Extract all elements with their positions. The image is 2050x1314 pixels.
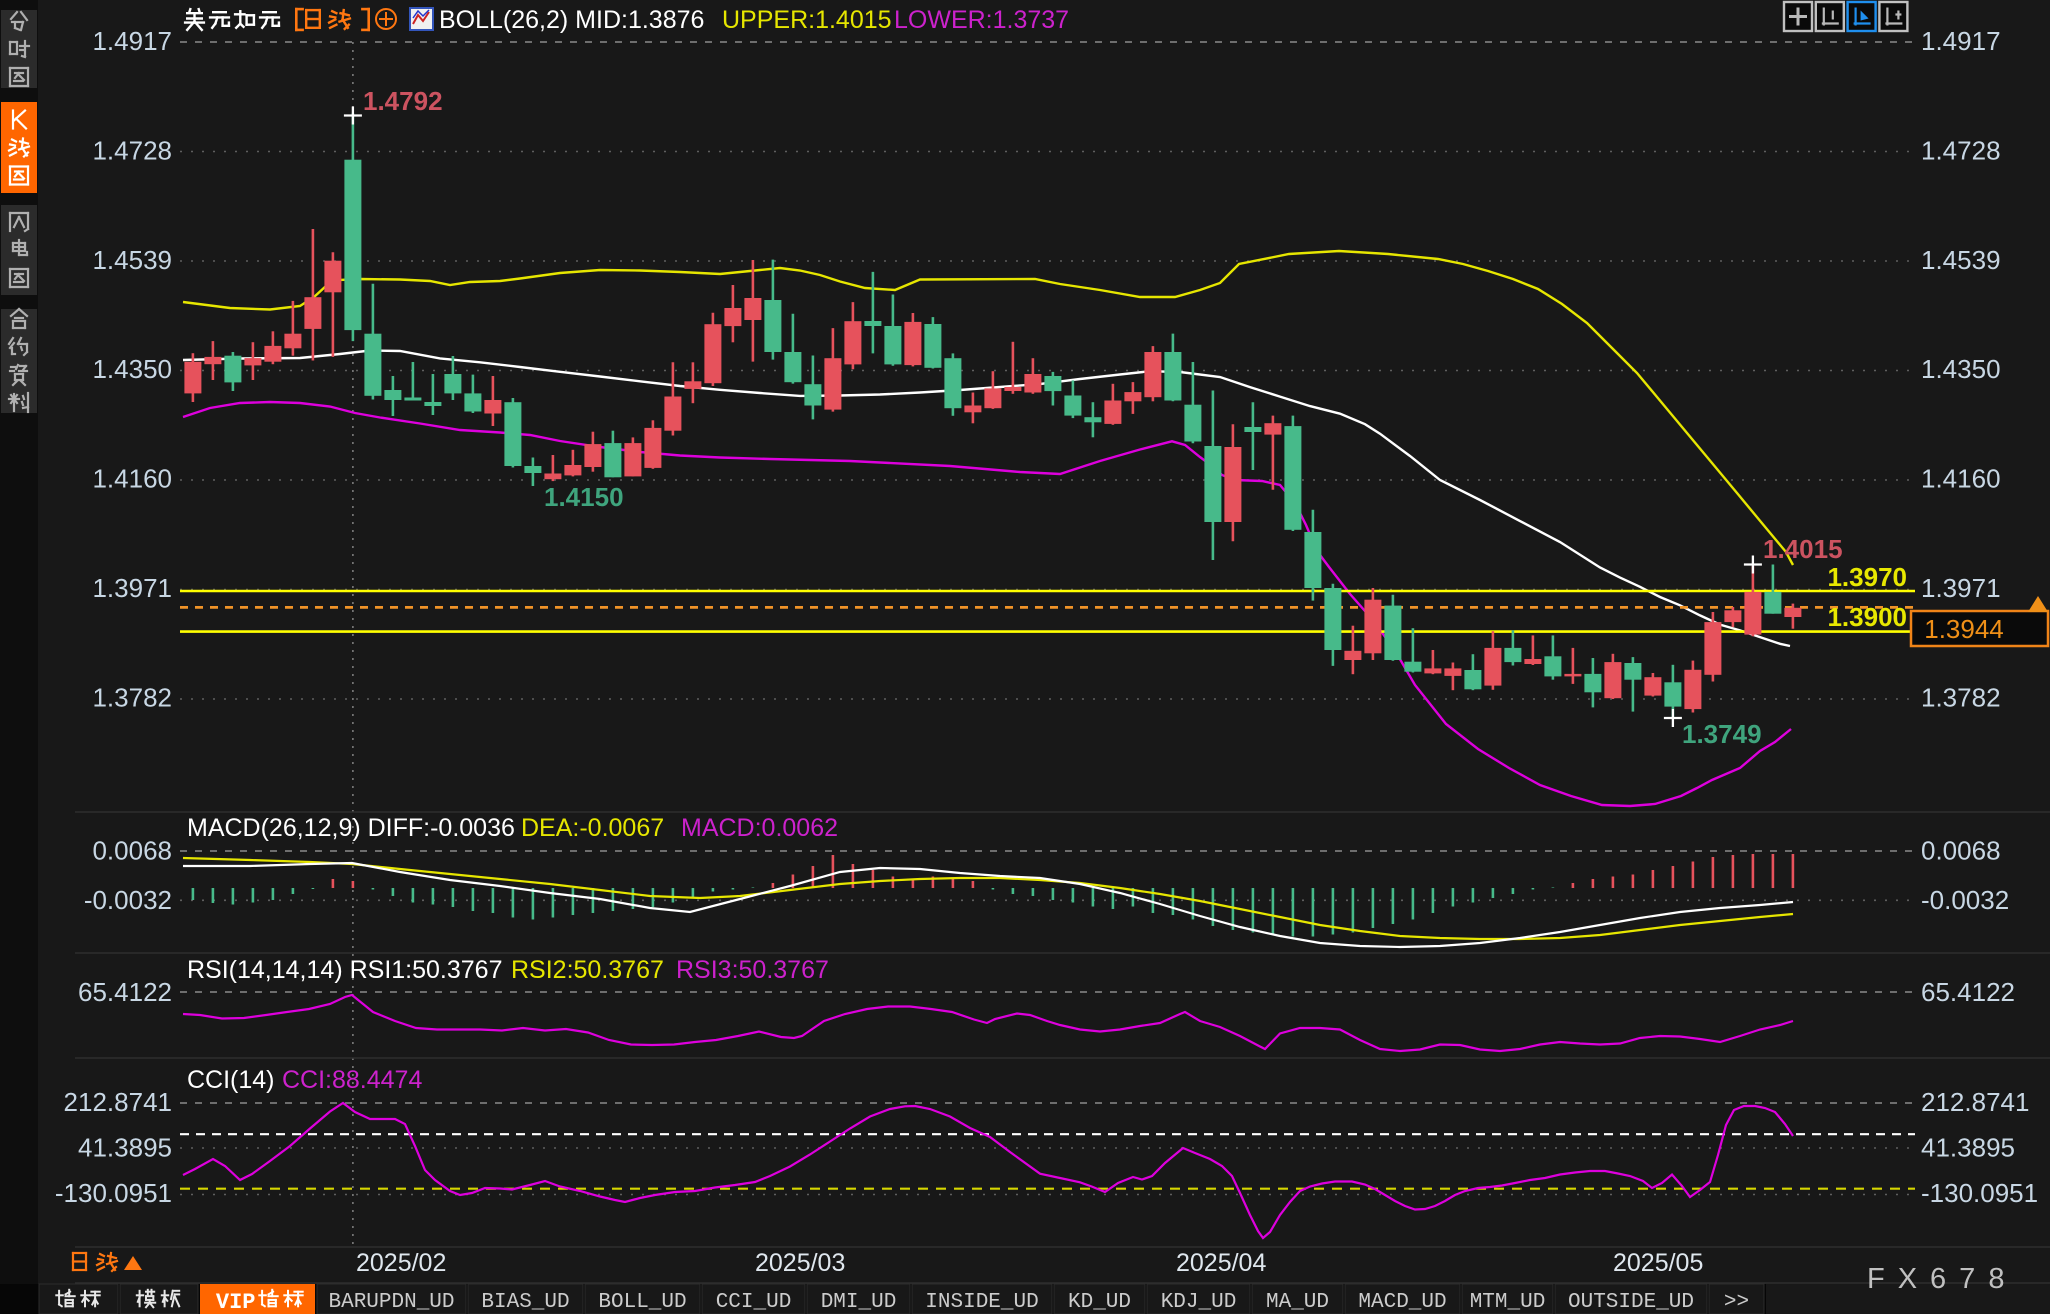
svg-text:0.0068: 0.0068	[92, 836, 172, 866]
svg-text:RSI3:50.3767: RSI3:50.3767	[676, 956, 829, 984]
svg-text:41.3895: 41.3895	[78, 1133, 172, 1163]
svg-text:1.4792: 1.4792	[363, 86, 443, 116]
svg-text:1.3971: 1.3971	[92, 573, 172, 603]
svg-text:1.4160: 1.4160	[92, 464, 172, 494]
svg-text:MACD(26,12,9) DIFF:-0.0036: MACD(26,12,9) DIFF:-0.0036	[187, 814, 515, 842]
svg-text:1.3749: 1.3749	[1682, 719, 1762, 749]
svg-text:MTM_UD: MTM_UD	[1470, 1291, 1546, 1314]
svg-text:-130.0951: -130.0951	[55, 1178, 172, 1208]
svg-text:2025/03: 2025/03	[755, 1249, 845, 1277]
svg-text:1.3971: 1.3971	[1921, 573, 2001, 603]
svg-text:INSIDE_UD: INSIDE_UD	[925, 1291, 1038, 1314]
svg-text:2025/05: 2025/05	[1613, 1249, 1703, 1277]
svg-text:UPPER:1.4015: UPPER:1.4015	[722, 6, 892, 34]
svg-text:RSI2:50.3767: RSI2:50.3767	[511, 956, 664, 984]
svg-text:BARUPDN_UD: BARUPDN_UD	[328, 1291, 454, 1314]
svg-text:BOLL_UD: BOLL_UD	[598, 1291, 686, 1314]
svg-text:DMI_UD: DMI_UD	[821, 1291, 897, 1314]
svg-text:1.3782: 1.3782	[1921, 683, 2001, 713]
svg-text:-130.0951: -130.0951	[1921, 1178, 2038, 1208]
svg-text:212.8741: 212.8741	[1921, 1087, 2029, 1117]
svg-text:1.4015: 1.4015	[1763, 534, 1843, 564]
svg-text:2025/04: 2025/04	[1176, 1249, 1266, 1277]
svg-text:CCI:88.4474: CCI:88.4474	[282, 1066, 422, 1094]
svg-text:1.3970: 1.3970	[1827, 562, 1907, 592]
svg-text:MACD:0.0062: MACD:0.0062	[681, 814, 838, 842]
svg-text:1.3900: 1.3900	[1827, 602, 1907, 632]
svg-text:65.4122: 65.4122	[78, 977, 172, 1007]
svg-text:-0.0032: -0.0032	[1921, 885, 2009, 915]
svg-text:1.4917: 1.4917	[92, 26, 172, 56]
svg-text:1.4160: 1.4160	[1921, 464, 2001, 494]
svg-text:41.3895: 41.3895	[1921, 1133, 2015, 1163]
svg-text:1.4350: 1.4350	[92, 354, 172, 384]
svg-text:DEA:-0.0067: DEA:-0.0067	[521, 814, 664, 842]
svg-text:BIAS_UD: BIAS_UD	[481, 1291, 569, 1314]
svg-text:1.4539: 1.4539	[1921, 245, 2001, 275]
svg-text:212.8741: 212.8741	[64, 1087, 172, 1117]
svg-text:KD_UD: KD_UD	[1068, 1291, 1131, 1314]
svg-text:1.4150: 1.4150	[544, 482, 624, 512]
svg-text:LOWER:1.3737: LOWER:1.3737	[894, 6, 1069, 34]
svg-text:BOLL(26,2) MID:1.3876: BOLL(26,2) MID:1.3876	[439, 6, 704, 34]
svg-text:0.0068: 0.0068	[1921, 836, 2001, 866]
svg-text:1.4728: 1.4728	[92, 136, 172, 166]
svg-text:-0.0032: -0.0032	[84, 885, 172, 915]
svg-text:CCI_UD: CCI_UD	[716, 1291, 792, 1314]
svg-text:1.4917: 1.4917	[1921, 26, 2001, 56]
svg-text:1.4728: 1.4728	[1921, 136, 2001, 166]
svg-text:KDJ_UD: KDJ_UD	[1161, 1291, 1237, 1314]
svg-text:MA_UD: MA_UD	[1266, 1291, 1329, 1314]
svg-text:FX678: FX678	[1867, 1263, 2017, 1295]
svg-text:1.4350: 1.4350	[1921, 354, 2001, 384]
svg-text:65.4122: 65.4122	[1921, 977, 2015, 1007]
svg-text:1.3782: 1.3782	[92, 683, 172, 713]
svg-text:1.4539: 1.4539	[92, 245, 172, 275]
svg-text:1.3944: 1.3944	[1924, 614, 2004, 644]
svg-text:OUTSIDE_UD: OUTSIDE_UD	[1568, 1291, 1694, 1314]
svg-text:RSI(14,14,14) RSI1:50.3767: RSI(14,14,14) RSI1:50.3767	[187, 956, 502, 984]
svg-text:VIP: VIP	[216, 1290, 256, 1314]
svg-text:CCI(14): CCI(14)	[187, 1066, 275, 1094]
svg-text:MACD_UD: MACD_UD	[1358, 1291, 1446, 1314]
svg-text:>>: >>	[1724, 1291, 1749, 1314]
svg-text:2025/02: 2025/02	[356, 1249, 446, 1277]
